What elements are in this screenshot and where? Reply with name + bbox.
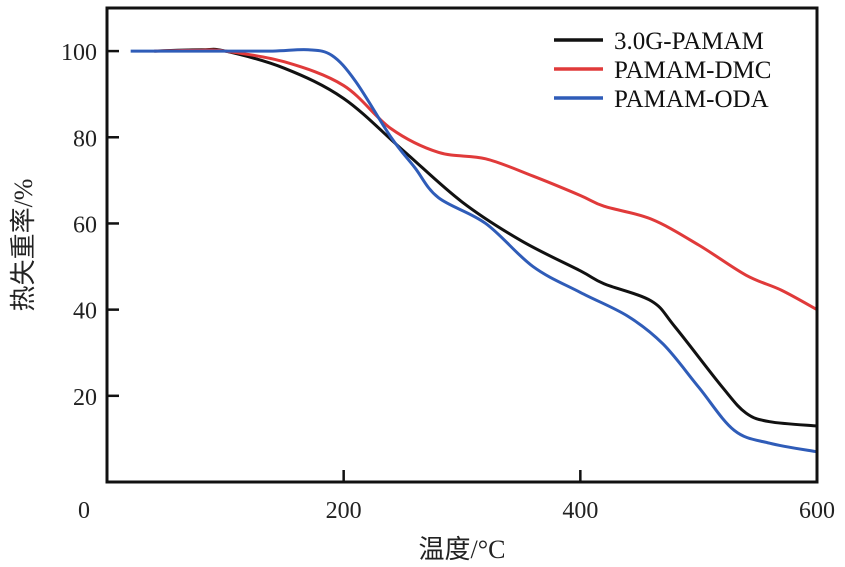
- series-line-PAMAM-ODA: [130, 48, 818, 454]
- legend-label: 3.0G-PAMAM: [614, 28, 764, 55]
- legend-item: PAMAM-ODA: [554, 86, 769, 113]
- series-line-3.0G-PAMAM: [154, 47, 818, 428]
- y-tick-label: 80: [73, 126, 97, 152]
- y-axis-label: 热失重率/%: [9, 179, 38, 312]
- y-tick-label: 100: [61, 40, 97, 66]
- series-layer: [130, 47, 818, 454]
- x-tick-label: 200: [326, 498, 362, 524]
- ticks-layer: 0 200 400 600 20 40 60 80 100: [61, 40, 835, 524]
- x-tick-label: 600: [799, 498, 835, 524]
- legend-label: PAMAM-ODA: [614, 86, 769, 113]
- series-line-PAMAM-DMC: [154, 48, 818, 311]
- legend-label: PAMAM-DMC: [614, 57, 771, 84]
- x-tick-label: 0: [78, 498, 90, 524]
- y-tick-label: 60: [73, 212, 97, 238]
- y-tick-label: 40: [73, 299, 97, 325]
- y-tick-label: 20: [73, 385, 97, 411]
- x-tick-label: 400: [562, 498, 598, 524]
- legend-item: PAMAM-DMC: [554, 57, 771, 84]
- x-axis-label: 温度/°C: [419, 535, 506, 564]
- legend-item: 3.0G-PAMAM: [554, 28, 764, 55]
- plot-frame: [105, 6, 819, 484]
